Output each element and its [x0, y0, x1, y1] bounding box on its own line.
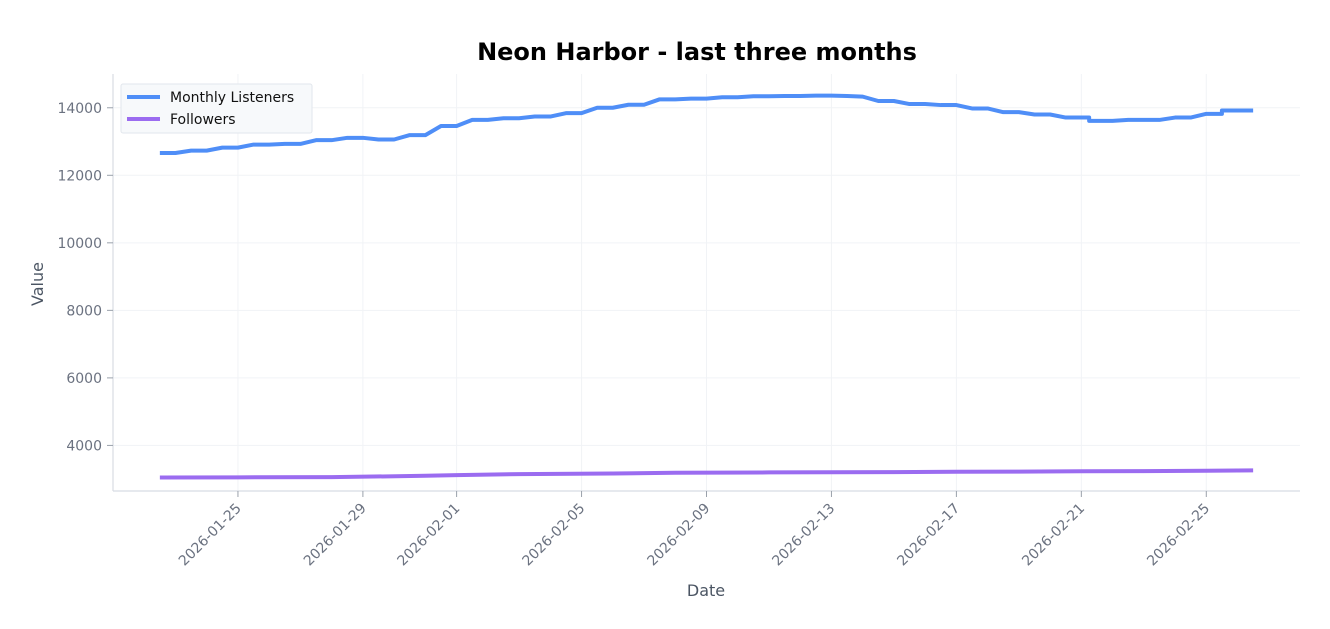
x-tick-label: 2026-02-09 — [644, 501, 713, 570]
series-line-1 — [159, 468, 1254, 480]
y-tick-label: 14000 — [57, 101, 102, 117]
x-tick-label: 2026-02-01 — [395, 501, 464, 570]
x-axis-ticks: 2026-01-25 2026-01-29 2026-02-01 2026-02-05… — [176, 491, 1213, 569]
y-tick-label: 10000 — [57, 236, 102, 252]
chart-title: Neon Harbor - last three months — [477, 38, 917, 66]
series-line-0 — [159, 93, 1254, 156]
legend-label: Followers — [170, 112, 236, 128]
y-tick-label: 4000 — [66, 438, 102, 454]
y-axis-ticks: 4000 6000 8000 10000 12000 14000 — [57, 101, 113, 454]
grid-lines — [113, 74, 1300, 491]
y-tick-label: 12000 — [57, 168, 102, 184]
x-tick-label: 2026-01-29 — [301, 501, 370, 570]
x-tick-label: 2026-02-13 — [769, 501, 838, 570]
y-tick-label: 8000 — [66, 303, 102, 319]
x-tick-label: 2026-02-17 — [894, 501, 963, 570]
x-tick-label: 2026-01-25 — [176, 501, 245, 570]
x-tick-label: 2026-02-05 — [520, 501, 589, 570]
y-axis-label: Value — [28, 262, 47, 306]
y-tick-label: 6000 — [66, 371, 102, 387]
chart-legend: Monthly Listeners Followers — [120, 83, 313, 134]
series-lines — [159, 93, 1254, 480]
x-axis-label: Date — [687, 581, 725, 600]
legend-box — [120, 83, 313, 134]
legend-label: Monthly Listeners — [170, 90, 294, 106]
x-tick-label: 2026-02-25 — [1144, 501, 1213, 570]
x-tick-label: 2026-02-21 — [1019, 501, 1088, 570]
